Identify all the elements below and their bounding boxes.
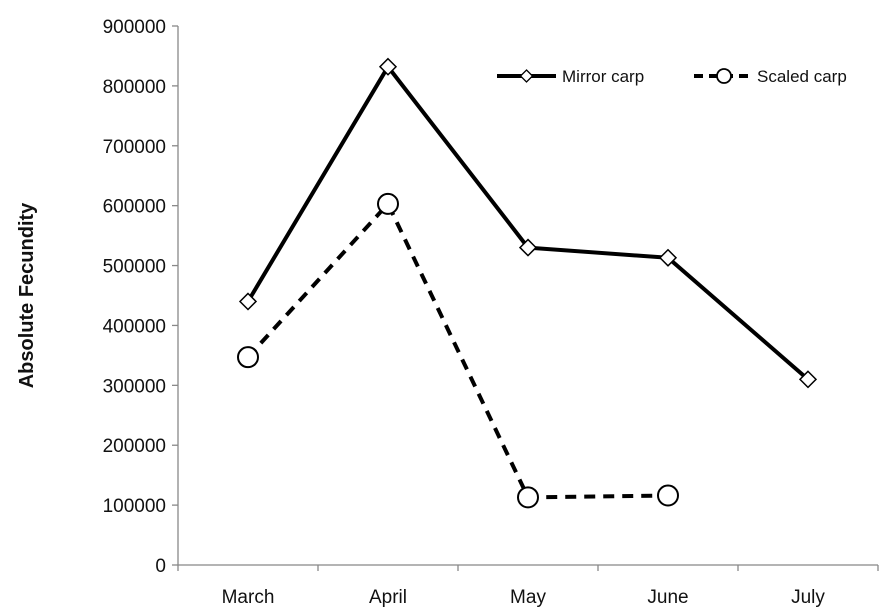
x-tick-label: April bbox=[369, 587, 407, 608]
data-point-mirror-carp bbox=[378, 57, 398, 76]
series-mirror-carp bbox=[238, 57, 818, 389]
series-line-scaled-carp bbox=[246, 201, 669, 500]
y-tick-label: 900000 bbox=[103, 17, 166, 38]
legend-label-scaled-carp: Scaled carp bbox=[757, 67, 847, 86]
data-point-mirror-carp bbox=[518, 238, 538, 257]
legend-item-scaled-carp: Scaled carp bbox=[694, 67, 847, 86]
data-point-mirror-carp bbox=[238, 292, 258, 311]
y-tick-label: 500000 bbox=[103, 257, 166, 278]
legend-item-mirror-carp: Mirror carp bbox=[497, 67, 644, 86]
x-tick-label: June bbox=[647, 587, 688, 608]
legend-marker-scaled-carp bbox=[716, 68, 732, 84]
legend: Mirror carp Scaled carp bbox=[497, 67, 847, 86]
data-point-scaled-carp bbox=[377, 192, 399, 215]
data-point-scaled-carp bbox=[657, 484, 679, 507]
y-tick-label: 700000 bbox=[103, 137, 166, 158]
legend-marker-mirror-carp bbox=[519, 69, 534, 83]
data-point-mirror-carp bbox=[798, 370, 818, 389]
axes bbox=[177, 26, 878, 566]
legend-label-mirror-carp: Mirror carp bbox=[562, 67, 644, 86]
x-tick-label: July bbox=[791, 587, 825, 608]
y-ticks: 0 100000 200000 300000 400000 500000 600000 700… bbox=[103, 17, 178, 577]
x-tick-label: March bbox=[222, 587, 275, 608]
y-axis-title: Absolute Fecundity bbox=[16, 202, 38, 388]
y-tick-label: 100000 bbox=[103, 496, 166, 517]
x-ticks: March April May June July bbox=[177, 565, 879, 608]
y-tick-label: 400000 bbox=[103, 316, 166, 337]
y-tick-label: 0 bbox=[155, 556, 166, 577]
y-tick-label: 200000 bbox=[103, 436, 166, 457]
series-scaled-carp bbox=[237, 192, 679, 509]
x-tick-label: May bbox=[510, 587, 546, 608]
series-layer bbox=[237, 57, 818, 509]
data-point-mirror-carp bbox=[658, 248, 678, 267]
data-point-scaled-carp bbox=[517, 486, 539, 509]
data-point-scaled-carp bbox=[237, 346, 259, 369]
y-tick-label: 300000 bbox=[103, 376, 166, 397]
y-tick-label: 800000 bbox=[103, 77, 166, 98]
series-line-mirror-carp bbox=[246, 64, 810, 381]
y-tick-label: 600000 bbox=[103, 197, 166, 218]
